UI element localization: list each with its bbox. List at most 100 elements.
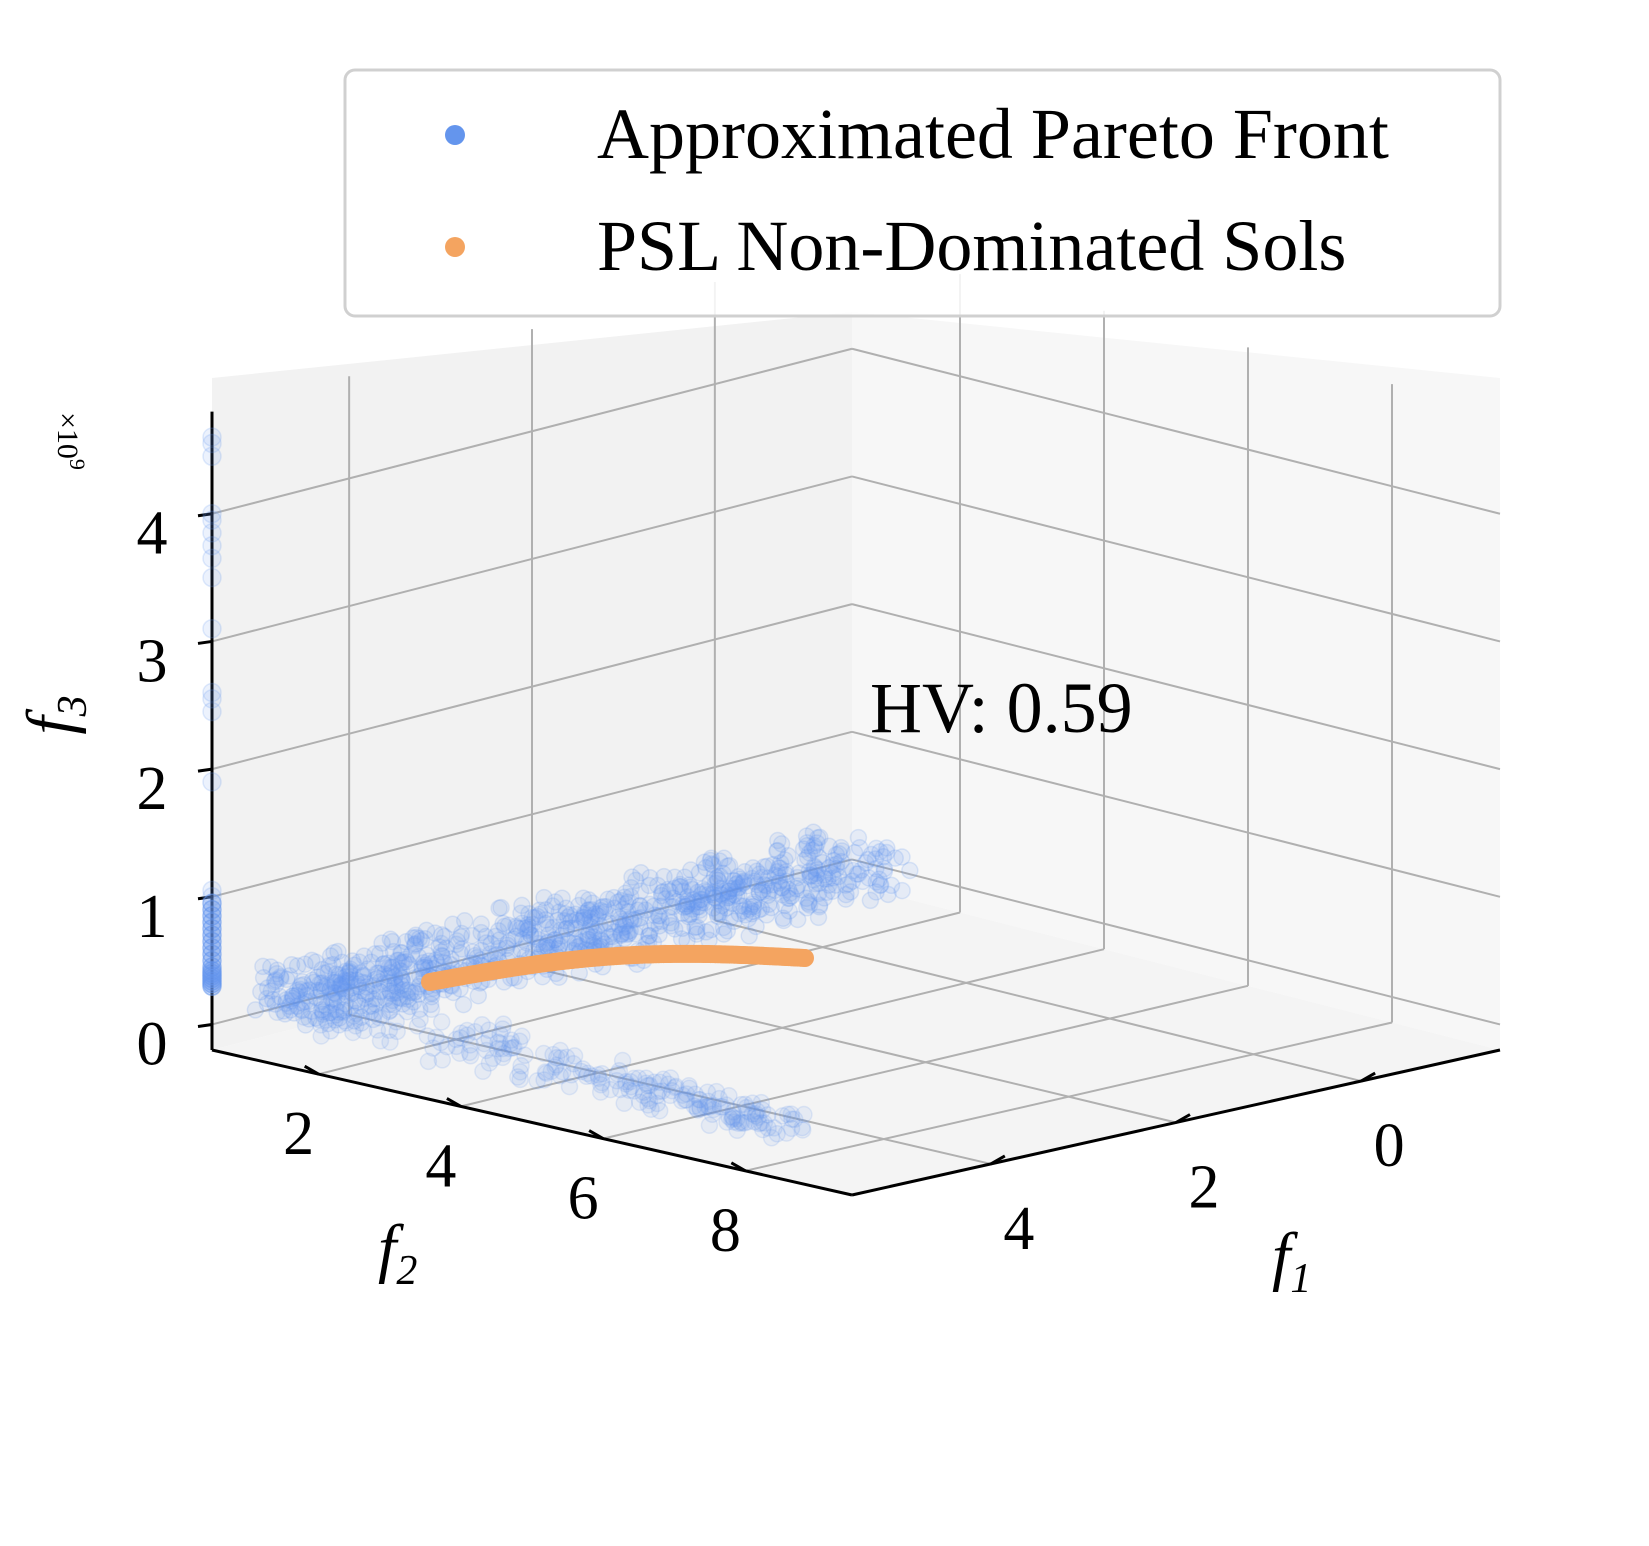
pareto-point <box>284 989 302 1007</box>
pareto-point <box>461 1047 480 1065</box>
pareto-point <box>548 934 566 953</box>
pareto-point <box>755 858 773 876</box>
pareto-point <box>748 862 766 881</box>
pareto-point <box>352 1014 371 1032</box>
pareto-point <box>645 1073 663 1091</box>
pareto-point <box>666 868 684 886</box>
pareto-point <box>335 1012 354 1030</box>
pareto-point <box>437 939 455 957</box>
pareto-point <box>319 1014 337 1033</box>
pareto-point <box>650 1101 669 1120</box>
pareto-point <box>349 975 368 993</box>
pareto-point <box>409 985 427 1004</box>
pareto-point <box>882 876 901 895</box>
pareto-point <box>320 957 338 975</box>
pareto-point <box>728 1109 746 1128</box>
pareto-point <box>729 868 747 886</box>
pareto-point <box>841 883 860 901</box>
pareto-point <box>852 861 870 879</box>
pareto-point <box>546 893 564 911</box>
pareto-point <box>760 882 779 900</box>
pareto-point <box>268 961 287 979</box>
pareto-point <box>327 973 345 992</box>
pareto-point <box>338 972 356 990</box>
legend-label-approximated-pareto-front: Approximated Pareto Front <box>597 94 1389 174</box>
pareto-point <box>640 1091 659 1110</box>
pareto-point <box>520 904 538 923</box>
pareto-point <box>675 898 693 917</box>
pareto-point <box>336 982 355 1001</box>
pareto-point <box>701 851 720 870</box>
pareto-point <box>832 838 850 857</box>
pareto-point <box>551 1067 570 1085</box>
hv-annotation: HV: 0.59 <box>870 668 1133 748</box>
pareto-point <box>697 883 716 901</box>
pareto-point <box>755 875 773 894</box>
pareto-point <box>690 1090 708 1109</box>
pareto-point <box>719 887 738 905</box>
pareto-point <box>605 899 624 918</box>
pareto-point <box>443 915 462 934</box>
pareto-point <box>827 855 846 874</box>
pareto-point <box>491 1034 509 1052</box>
pareto-point <box>540 918 558 937</box>
pareto-point <box>596 923 614 941</box>
pareto-point <box>557 919 576 938</box>
pareto-point <box>737 1098 756 1117</box>
pareto-point <box>504 930 523 949</box>
pareto-point <box>392 976 411 995</box>
pareto-point <box>574 909 593 927</box>
grid-line-f3-left-1 <box>211 730 853 898</box>
pareto-point <box>594 897 613 916</box>
pareto-point <box>800 892 818 911</box>
pareto-point <box>644 897 663 915</box>
pareto-point <box>696 881 715 900</box>
pareto-point <box>384 996 403 1014</box>
pareto-point <box>276 1005 294 1023</box>
pareto-point <box>867 839 885 858</box>
pareto-point <box>321 1022 340 1040</box>
pareto-point <box>555 911 574 930</box>
pareto-point <box>665 920 684 938</box>
pareto-point <box>810 896 829 914</box>
pareto-point <box>668 892 686 911</box>
pareto-point <box>616 912 635 930</box>
pareto-point <box>577 925 596 943</box>
pareto-point <box>777 872 796 891</box>
pareto-point <box>277 990 296 1009</box>
pareto-point <box>806 875 825 893</box>
pareto-point <box>670 877 689 896</box>
f2-axis-label: f2 <box>378 1212 417 1294</box>
pareto-point <box>638 1076 657 1095</box>
pareto-point <box>398 981 417 999</box>
pareto-point <box>589 1066 607 1084</box>
pareto-point <box>327 1006 345 1024</box>
tick-labels: 0 1 2 3 4 2 4 6 8 0 2 4 <box>137 500 1405 1265</box>
pareto-point <box>300 992 319 1011</box>
pareto-point <box>623 868 641 886</box>
pareto-point <box>867 873 886 891</box>
pareto-point <box>492 898 510 917</box>
pareto-point <box>202 510 222 530</box>
pareto-point <box>288 997 306 1015</box>
pareto-point <box>730 878 748 897</box>
pareto-point <box>705 867 724 885</box>
pareto-point <box>551 1041 570 1060</box>
pareto-point <box>703 1105 722 1124</box>
pareto-point <box>879 885 897 904</box>
pareto-point <box>603 927 622 946</box>
pareto-point <box>700 1116 719 1135</box>
pareto-point <box>699 885 718 904</box>
pareto-point <box>621 887 640 906</box>
grid-line-f3-right-1 <box>851 730 1501 898</box>
pareto-point <box>258 979 277 997</box>
pareto-point <box>616 884 635 903</box>
pareto-point <box>697 923 715 941</box>
pareto-point <box>678 897 696 915</box>
pareto-point <box>621 911 640 930</box>
pareto-point <box>432 934 451 953</box>
pareto-point <box>708 869 726 887</box>
pareto-point <box>576 911 594 930</box>
pareto-point <box>317 1011 336 1029</box>
pareto-point <box>629 909 647 928</box>
